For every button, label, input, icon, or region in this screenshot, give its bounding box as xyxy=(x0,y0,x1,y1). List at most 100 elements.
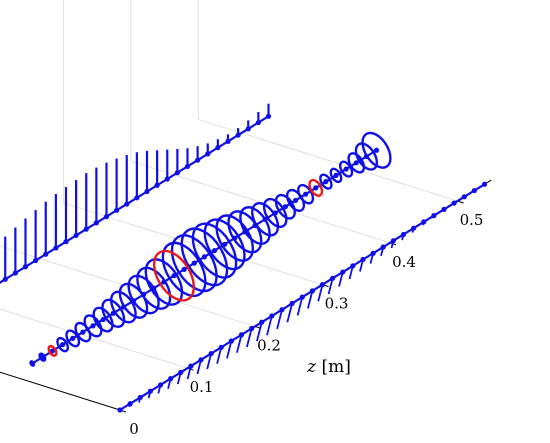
data-point xyxy=(174,170,180,176)
data-point xyxy=(184,163,191,170)
data-point xyxy=(134,195,140,201)
data-point xyxy=(333,172,339,178)
data-point xyxy=(353,160,359,166)
data-point xyxy=(63,239,69,245)
polarization-ellipse xyxy=(354,142,379,171)
slanted-stick xyxy=(317,284,324,302)
z-tick-label: 0.5 xyxy=(460,211,484,229)
data-point xyxy=(269,313,275,319)
data-point xyxy=(114,207,120,213)
z-axis-label: z [m] xyxy=(306,357,351,377)
z-axis-unit: [m] xyxy=(316,357,351,377)
data-point xyxy=(292,197,299,204)
polarization-ellipse xyxy=(92,306,114,333)
data-point xyxy=(60,342,66,348)
data-point xyxy=(218,344,224,350)
data-point xyxy=(249,325,255,332)
data-point xyxy=(235,132,241,138)
data-point xyxy=(39,354,45,360)
polarization-ellipse xyxy=(144,258,184,306)
highlight-ellipse xyxy=(308,178,324,197)
data-point xyxy=(53,245,59,251)
polarization-ellipse xyxy=(274,193,296,220)
slanted-stick xyxy=(307,290,314,309)
data-point xyxy=(49,348,56,354)
slanted-stick xyxy=(226,340,233,359)
data-point xyxy=(481,181,488,187)
data-point xyxy=(282,204,288,210)
polarization-ellipse xyxy=(56,336,70,353)
slanted-stick xyxy=(327,278,334,295)
data-point xyxy=(421,219,427,225)
data-point xyxy=(124,201,130,207)
data-point xyxy=(400,231,407,238)
data-point xyxy=(29,360,35,367)
polarization-ellipse xyxy=(319,173,333,190)
data-point xyxy=(171,273,177,279)
lane-axis-line xyxy=(0,371,121,411)
polarization-ellipse xyxy=(262,197,288,229)
data-point xyxy=(370,250,376,256)
data-point xyxy=(178,369,184,375)
data-point xyxy=(164,176,170,182)
data-point xyxy=(188,363,194,369)
data-point xyxy=(103,214,110,220)
data-point xyxy=(319,282,326,288)
data-point xyxy=(127,401,133,407)
polarization-ellipse xyxy=(83,314,103,338)
data-point xyxy=(228,338,234,344)
z-tick-label: 0 xyxy=(129,420,139,438)
data-point xyxy=(289,300,295,307)
data-point xyxy=(471,187,477,194)
data-point xyxy=(265,113,272,119)
data-point xyxy=(195,157,201,163)
data-point xyxy=(360,256,366,263)
data-point xyxy=(83,226,89,232)
data-point xyxy=(93,220,99,226)
highlight-ellipse xyxy=(152,249,196,302)
data-point xyxy=(80,329,86,335)
grid-line xyxy=(0,308,188,369)
data-point xyxy=(154,182,160,188)
polarization-ellipse xyxy=(180,227,229,287)
data-point xyxy=(2,276,8,282)
data-point xyxy=(279,307,285,313)
data-point xyxy=(208,350,214,357)
data-point xyxy=(340,269,346,275)
data-point xyxy=(161,279,167,285)
slanted-stick xyxy=(246,328,253,348)
slanted-stick xyxy=(286,303,293,323)
slanted-stick xyxy=(296,296,304,316)
data-point xyxy=(330,275,336,281)
data-point xyxy=(191,260,197,266)
data-point xyxy=(313,185,319,191)
data-point xyxy=(245,126,251,132)
data-point xyxy=(137,394,143,401)
data-point xyxy=(238,332,245,338)
data-point xyxy=(168,376,174,382)
data-point xyxy=(255,119,261,126)
data-point xyxy=(411,225,417,231)
data-point xyxy=(431,213,437,219)
data-point xyxy=(181,266,187,273)
data-point xyxy=(323,179,329,185)
data-point xyxy=(205,151,211,157)
data-point xyxy=(117,407,123,413)
polarization-ellipse xyxy=(361,131,392,169)
series-layer xyxy=(0,103,488,413)
data-point xyxy=(350,263,356,269)
slanted-stick xyxy=(266,315,273,336)
polarization-ellipse xyxy=(161,241,207,298)
polarization-ellipse xyxy=(215,214,255,262)
z-tick-label: 0.1 xyxy=(190,378,214,396)
data-point xyxy=(12,270,18,276)
data-point xyxy=(373,147,380,153)
data-point xyxy=(211,248,218,254)
polarization-ellipse xyxy=(170,234,218,293)
data-point xyxy=(343,166,349,172)
data-point xyxy=(390,238,396,244)
data-point xyxy=(144,188,150,195)
data-point xyxy=(259,319,265,325)
data-point xyxy=(90,323,96,329)
